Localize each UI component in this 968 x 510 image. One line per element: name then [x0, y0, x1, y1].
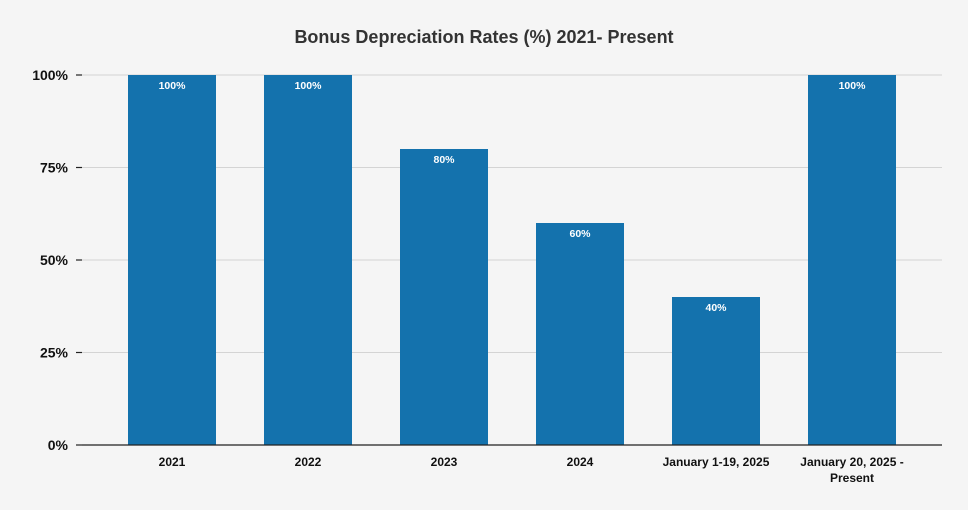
bar [400, 149, 488, 445]
y-tick-label: 25% [40, 345, 69, 361]
bar [264, 75, 352, 445]
y-tick-label: 50% [40, 252, 69, 268]
x-tick-label: Present [830, 471, 874, 485]
x-tick-label: 2023 [431, 455, 458, 469]
bar [672, 297, 760, 445]
data-label: 100% [295, 80, 323, 92]
bar [128, 75, 216, 445]
x-tick-label: January 20, 2025 - [800, 455, 903, 469]
y-tick-label: 75% [40, 160, 69, 176]
data-label: 80% [433, 154, 455, 166]
chart-title: Bonus Depreciation Rates (%) 2021- Prese… [294, 27, 673, 47]
grid-lines [82, 74, 942, 353]
y-tick-label: 100% [32, 67, 68, 83]
x-tick-label: January 1-19, 2025 [663, 455, 770, 469]
y-tick-label: 0% [48, 437, 69, 453]
x-tick-label: 2021 [159, 455, 186, 469]
data-label: 60% [569, 228, 591, 240]
x-tick-label: 2024 [567, 455, 594, 469]
bar [536, 223, 624, 445]
data-labels: 100% 100% 80% 60% 40% 100% [159, 80, 867, 314]
data-label: 100% [839, 80, 867, 92]
data-label: 100% [159, 80, 187, 92]
bars [128, 75, 896, 445]
x-tick-label: 2022 [295, 455, 322, 469]
data-label: 40% [705, 302, 727, 314]
y-axis-ticks: 0% 25% 50% 75% 100% [32, 67, 82, 453]
bar [808, 75, 896, 445]
x-axis-ticks: 2021 2022 2023 2024 January 1-19, 2025 Januar… [159, 455, 904, 485]
